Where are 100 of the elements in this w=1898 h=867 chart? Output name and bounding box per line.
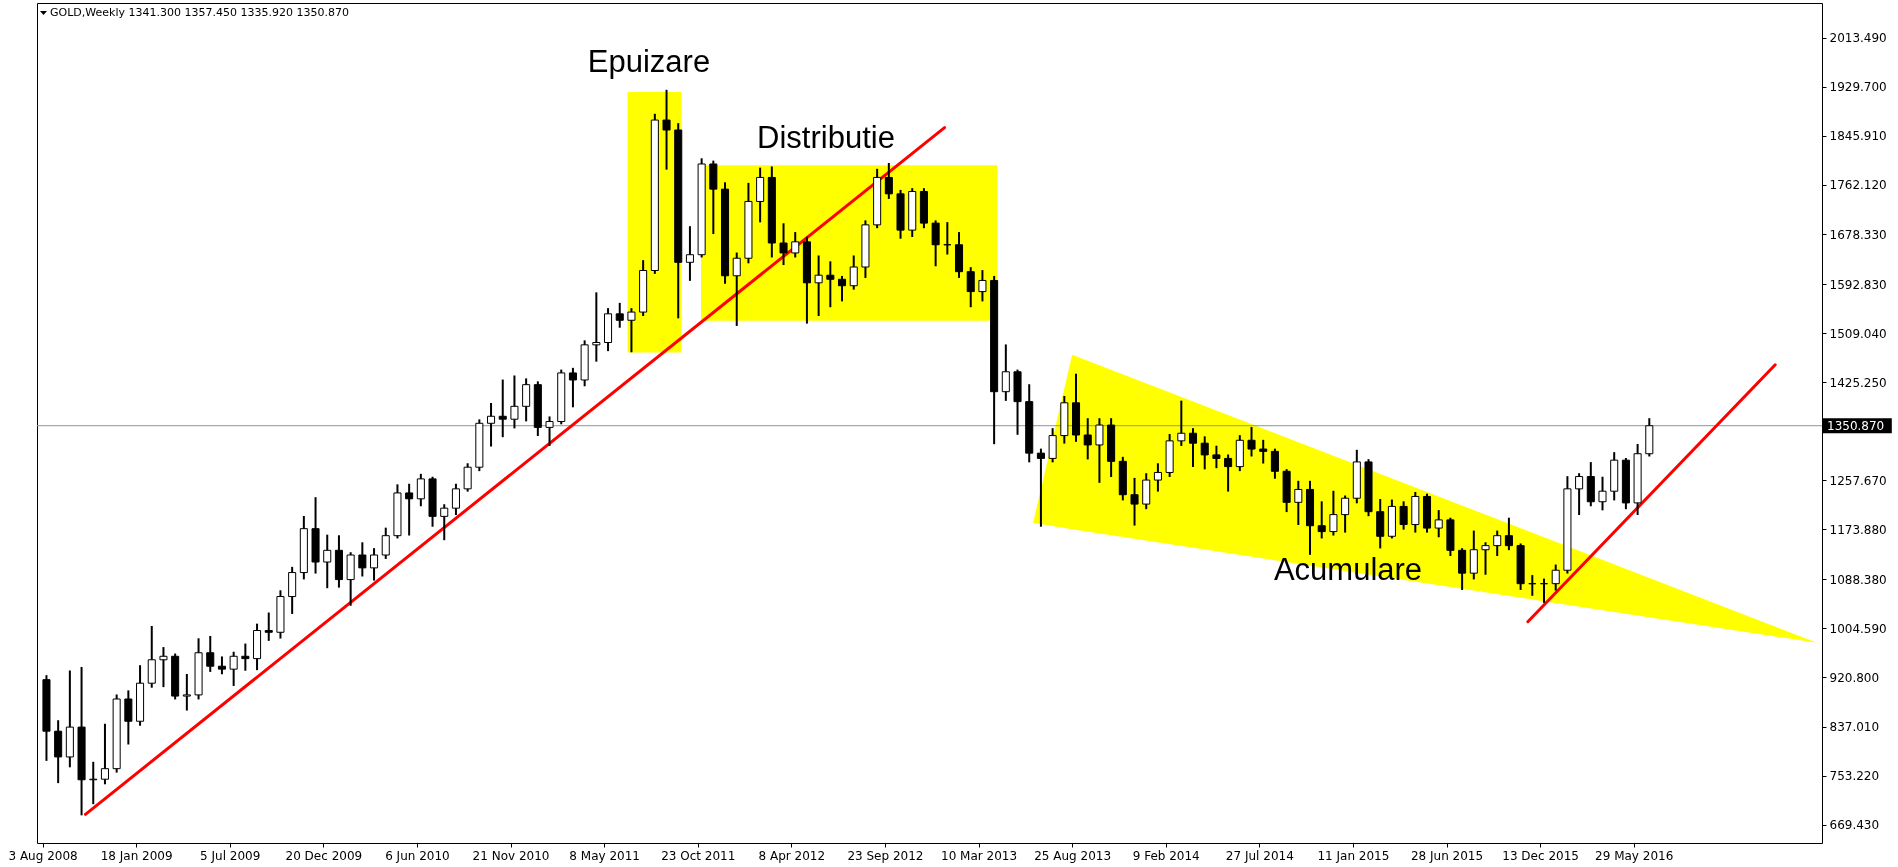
candlestick	[1259, 439, 1268, 464]
candlestick	[1130, 477, 1139, 526]
candlestick	[568, 367, 577, 408]
candlestick	[451, 483, 460, 516]
candlestick	[779, 223, 788, 266]
candlestick	[756, 167, 765, 223]
y-tick-label: 837.010	[1829, 720, 1880, 735]
candlestick	[100, 723, 109, 785]
candlestick	[264, 612, 273, 641]
x-tick-label: 25 Aug 2013	[1034, 848, 1112, 863]
x-tick-label: 9 Feb 2014	[1132, 848, 1200, 863]
candlestick	[1458, 548, 1467, 590]
y-tick-label: 1004.590	[1829, 621, 1887, 636]
y-tick-label: 1678.330	[1829, 227, 1887, 242]
candlestick	[1270, 448, 1279, 479]
x-tick-label: 13 Dec 2015	[1502, 848, 1579, 863]
candlestick	[381, 527, 390, 559]
candlestick	[288, 566, 297, 614]
candlestick	[1200, 436, 1209, 470]
candlestick	[1188, 428, 1198, 468]
x-tick-label: 28 Jun 2015	[1410, 848, 1484, 863]
candlestick	[498, 379, 507, 438]
x-tick-label: 6 Jun 2010	[385, 848, 450, 863]
candlestick	[1469, 530, 1478, 580]
y-tick-label: 1592.830	[1829, 277, 1887, 292]
candlestick	[627, 308, 636, 353]
candlestick	[732, 252, 741, 326]
ref-line-label: 1350.870	[1827, 418, 1885, 433]
candlestick	[1399, 501, 1408, 530]
y-tick-label: 753.220	[1829, 769, 1880, 784]
y-tick-label: 1257.670	[1829, 473, 1887, 488]
candlestick	[1153, 463, 1162, 492]
candlestick	[229, 651, 238, 686]
candlestick	[1036, 448, 1045, 527]
candlestick	[405, 483, 414, 536]
x-tick-label: 5 Jul 2009	[200, 848, 261, 863]
candlestick	[323, 534, 332, 589]
chart-title: GOLD,Weekly 1341.300 1357.450 1335.920 1350.870	[50, 6, 349, 19]
x-tick-label: 23 Oct 2011	[661, 848, 736, 863]
candlestick	[1317, 501, 1326, 539]
candlestick	[416, 473, 425, 507]
candlestick	[358, 542, 367, 577]
candlestick	[124, 690, 133, 745]
candlestick	[463, 463, 472, 492]
x-tick-label: 20 Dec 2009	[285, 848, 363, 863]
candlestick	[1493, 530, 1502, 556]
candlestick	[849, 255, 858, 290]
candlestick	[838, 275, 847, 302]
candlestick	[1329, 490, 1338, 536]
y-tick-label: 669.430	[1829, 818, 1880, 833]
x-tick-label: 18 Jan 2009	[100, 848, 173, 863]
candlestick	[206, 635, 215, 672]
candlestick	[545, 416, 554, 446]
x-tick-label: 11 Jan 2015	[1317, 848, 1390, 863]
candlestick	[1341, 495, 1350, 533]
candlestick	[1083, 418, 1092, 460]
candlestick	[370, 548, 379, 581]
candlestick	[1177, 400, 1186, 446]
candlestick	[1001, 344, 1010, 401]
candlestick	[1048, 428, 1057, 463]
candlestick	[592, 292, 601, 362]
x-tick-label: 27 Jul 2014	[1225, 848, 1294, 863]
candlestick	[159, 647, 168, 688]
x-tick-label: 8 Apr 2012	[758, 848, 826, 863]
candlestick	[685, 226, 694, 281]
candlestick	[978, 270, 987, 302]
candlestick	[1504, 517, 1513, 551]
candlestick	[931, 220, 940, 267]
y-tick-label: 2013.490	[1829, 31, 1887, 46]
candlestick	[966, 267, 975, 308]
candlestick	[147, 626, 156, 688]
candlestick	[791, 232, 800, 258]
candlestick	[1551, 564, 1560, 591]
annotation: Epuizare	[587, 44, 711, 79]
y-tick-label: 1929.700	[1829, 80, 1887, 95]
candlestick	[510, 375, 519, 429]
candlestick	[1598, 476, 1607, 511]
candlestick	[884, 162, 893, 199]
candlestick	[487, 402, 496, 447]
candlestick	[1575, 473, 1584, 516]
y-tick-label: 1425.250	[1829, 375, 1887, 390]
y-tick-label: 1088.380	[1829, 572, 1887, 587]
y-tick-label: 1173.880	[1829, 522, 1887, 537]
y-tick-label: 1762.120	[1829, 178, 1887, 193]
x-tick-label: 10 Mar 2013	[940, 848, 1018, 863]
candlestick	[1294, 480, 1303, 525]
x-tick-label: 29 May 2016	[1595, 848, 1674, 863]
candlestick	[1212, 445, 1221, 469]
candlestick	[1142, 473, 1151, 510]
candlestick	[1224, 454, 1233, 492]
y-tick-label: 920.800	[1829, 670, 1880, 685]
candlestick	[826, 261, 835, 308]
candlestick	[241, 643, 250, 671]
candlestick	[615, 302, 624, 328]
candlestick	[814, 255, 823, 316]
candlestick	[1247, 426, 1256, 457]
candlestick	[1481, 542, 1490, 575]
candlestick	[522, 378, 531, 422]
y-tick-label: 1509.040	[1829, 326, 1887, 341]
candlestick	[662, 89, 671, 170]
